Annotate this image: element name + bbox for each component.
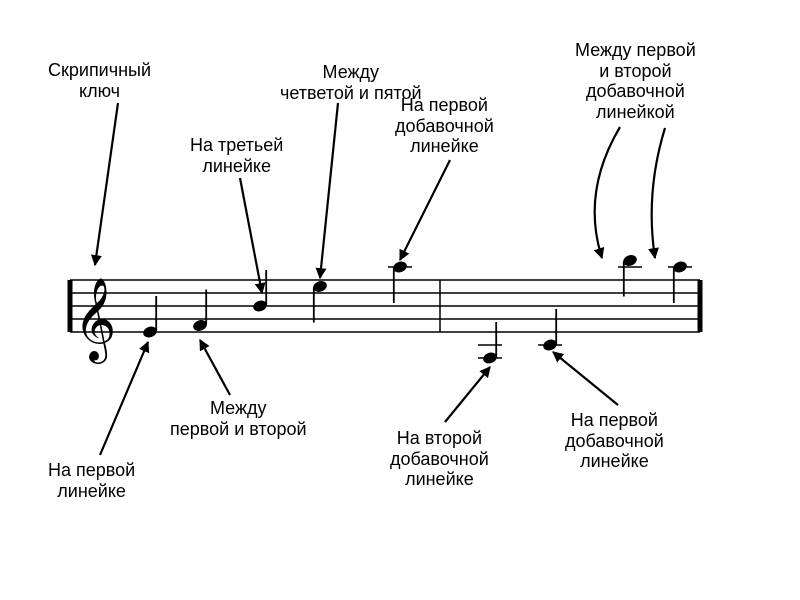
- diagram-stage: 𝄞 Скрипичный ключ На третьей линейке Меж…: [0, 0, 800, 600]
- label-line3: На третьей линейке: [190, 135, 283, 176]
- label-line1: На первой линейке: [48, 460, 135, 501]
- label-ledger1dn: На первой добавочной линейке: [565, 410, 664, 472]
- label-ledger2dn: На второй добавочной линейке: [390, 428, 489, 490]
- svg-text:𝄞: 𝄞: [74, 278, 117, 364]
- label-between12up: Между первой и второй добавочной линейко…: [575, 40, 696, 123]
- label-ledger1up: На первой добавочной линейке: [395, 95, 494, 157]
- label-clef: Скрипичный ключ: [48, 60, 151, 101]
- label-between12: Между первой и второй: [170, 398, 307, 439]
